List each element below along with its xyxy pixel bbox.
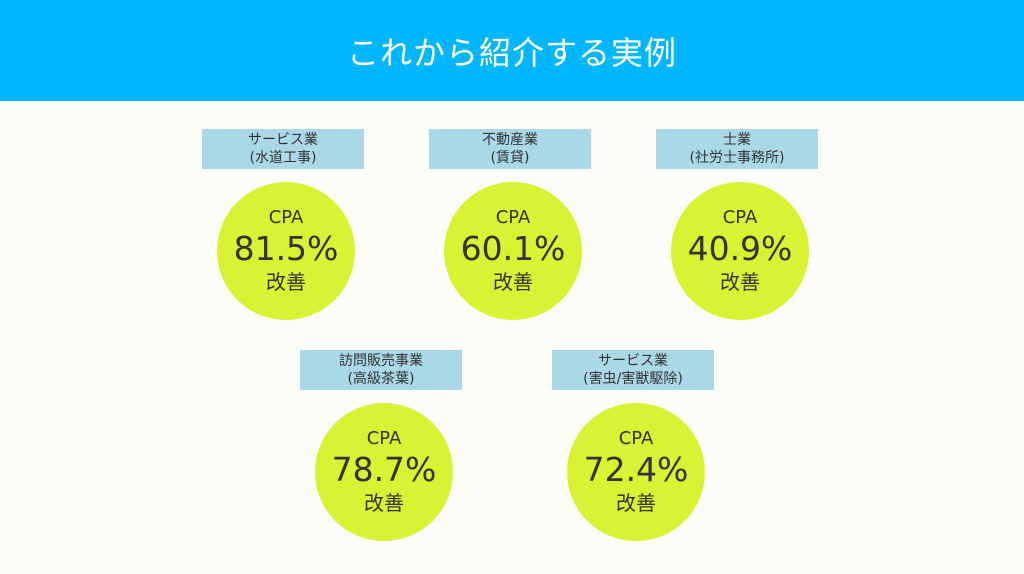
metric-label: CPA [722,207,758,228]
industry-name: サービス業 [598,353,668,369]
result-circle: CPA 78.7% 改善 [315,403,453,541]
title-banner: これから紹介する実例 [0,0,1024,101]
metric-label: CPA [495,207,531,228]
industry-label: サービス業 (害虫/害獣駆除) [552,350,714,390]
industry-name: サービス業 [248,132,318,148]
improvement-value: 40.9% [687,229,793,268]
page-title: これから紹介する実例 [346,33,677,72]
improvement-value: 72.4% [583,450,689,489]
industry-name: 士業 [723,132,751,148]
industry-name: 訪問販売事業 [339,353,423,369]
industry-detail: (害虫/害獣駆除) [583,371,683,387]
industry-label: 不動産業 (賃貸) [429,129,591,169]
industry-detail: (高級茶葉) [347,371,415,387]
metric-label: CPA [618,428,654,449]
improvement-value: 81.5% [233,229,339,268]
result-circle: CPA 60.1% 改善 [444,182,582,320]
improvement-label: 改善 [720,270,760,294]
result-circle: CPA 40.9% 改善 [671,182,809,320]
industry-label: 訪問販売事業 (高級茶葉) [300,350,462,390]
result-circle: CPA 72.4% 改善 [567,403,705,541]
improvement-label: 改善 [266,270,306,294]
industry-detail: (賃貸) [490,150,530,166]
industry-detail: (水道工事) [249,150,317,166]
result-circle: CPA 81.5% 改善 [217,182,355,320]
industry-label: サービス業 (水道工事) [202,129,364,169]
improvement-label: 改善 [493,270,533,294]
industry-detail: (社労士事務所) [689,150,785,166]
metric-label: CPA [366,428,402,449]
industry-name: 不動産業 [482,132,538,148]
improvement-value: 60.1% [460,229,566,268]
improvement-label: 改善 [364,491,404,515]
industry-label: 士業 (社労士事務所) [656,129,818,169]
improvement-label: 改善 [616,491,656,515]
improvement-value: 78.7% [331,450,437,489]
metric-label: CPA [268,207,304,228]
